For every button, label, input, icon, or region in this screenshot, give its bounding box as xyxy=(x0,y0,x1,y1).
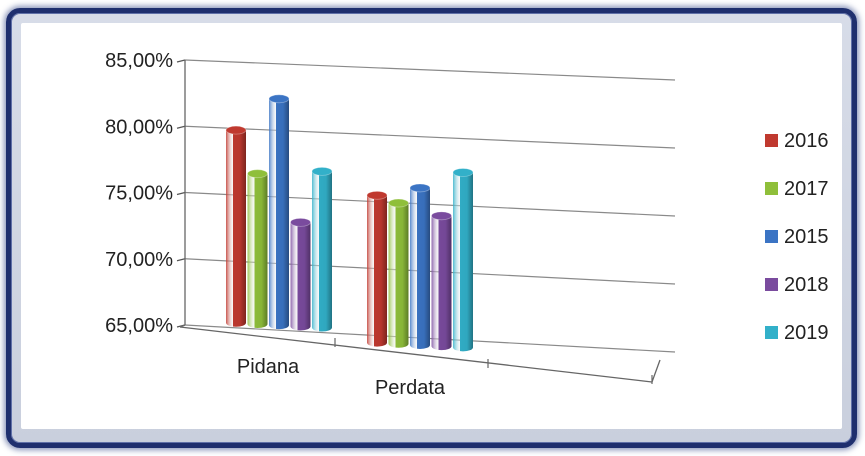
bar-shade xyxy=(453,172,473,352)
floor-front-edge xyxy=(179,326,653,383)
bar-shade xyxy=(226,130,246,327)
legend-label: 2018 xyxy=(784,274,829,296)
bar-shade xyxy=(269,98,289,330)
bar-shade xyxy=(431,215,452,351)
bar-perdata-2016 xyxy=(366,190,388,347)
floor-right-edge xyxy=(651,359,661,383)
bar-pidana-2018 xyxy=(290,217,311,331)
bar-cap xyxy=(452,168,474,177)
legend-item-2019: 2019 xyxy=(765,322,829,344)
bar-cap xyxy=(388,198,409,208)
gridline xyxy=(184,59,676,81)
legend-swatch xyxy=(765,134,778,147)
legend-swatch xyxy=(765,326,778,339)
bars xyxy=(225,94,474,352)
y-tick-label: 75,00% xyxy=(105,183,173,205)
axes xyxy=(176,59,661,384)
bar-cap xyxy=(290,217,311,227)
bar-cap xyxy=(409,183,431,193)
y-tick-label: 70,00% xyxy=(105,249,173,271)
y-tick-label: 65,00% xyxy=(105,315,173,337)
category-label-perdata: Perdata xyxy=(375,377,446,399)
y-tick-mark xyxy=(176,59,186,63)
bar-shade xyxy=(247,173,268,328)
bar-cap xyxy=(311,166,333,176)
chart-frame xyxy=(6,8,857,448)
legend-item-2018: 2018 xyxy=(765,274,829,296)
y-tick-mark xyxy=(176,191,186,196)
category-label-pidana: Pidana xyxy=(237,356,300,378)
bar-shade xyxy=(388,203,409,348)
bar-cap xyxy=(366,190,388,200)
bar-pidana-2017 xyxy=(247,169,268,328)
legend-item-2017: 2017 xyxy=(765,178,829,200)
legend-swatch xyxy=(765,182,778,195)
legend-item-2016: 2016 xyxy=(765,130,829,152)
bar-perdata-2017 xyxy=(388,198,409,348)
bar-pidana-2019 xyxy=(311,166,333,332)
y-tick-mark xyxy=(176,258,186,262)
y-tick-mark xyxy=(176,125,186,129)
legend-label: 2019 xyxy=(784,322,829,344)
y-tick-label: 85,00% xyxy=(105,50,173,72)
bar-pidana-2015 xyxy=(268,94,290,330)
legend-label: 2016 xyxy=(784,130,829,152)
bar-cap xyxy=(268,94,290,104)
legend-item-2015: 2015 xyxy=(765,226,829,248)
bar-shade xyxy=(312,171,332,332)
gridline xyxy=(184,125,676,149)
bar-perdata-2018 xyxy=(431,211,452,351)
legend-label: 2017 xyxy=(784,178,829,200)
bar-perdata-2015 xyxy=(409,183,431,349)
bar-shade xyxy=(290,222,311,331)
bar-cap xyxy=(225,125,247,135)
bar-perdata-2019 xyxy=(452,168,474,352)
legend-swatch xyxy=(765,230,778,243)
labels: 65,00% 70,00% 75,00% 80,00% 85,00% Pidana Perd… xyxy=(105,50,446,399)
legend-swatch xyxy=(765,278,778,291)
bar-cap xyxy=(247,169,268,179)
bar-shade xyxy=(410,187,430,349)
y-tick-label: 80,00% xyxy=(105,116,173,138)
bar-shade xyxy=(367,195,387,347)
bar-pidana-2016 xyxy=(225,125,247,327)
legend: 2016 2017 2015 2018 2019 xyxy=(765,130,829,344)
legend-label: 2015 xyxy=(784,226,829,248)
bar-cap xyxy=(431,211,452,221)
floor-left-edge xyxy=(179,324,186,328)
